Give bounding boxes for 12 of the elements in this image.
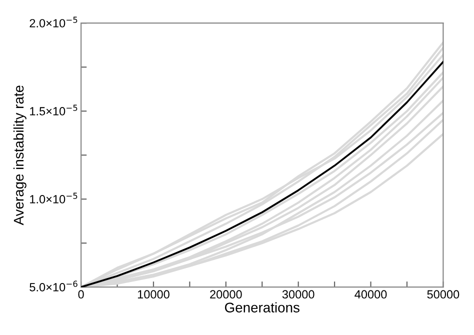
x-tick-label: 30000: [282, 290, 314, 299]
y-tick-label: 5.0×10$^{−6}$: [30, 280, 78, 292]
x-tick-label: 40000: [354, 290, 387, 299]
x-tick-label: 0: [78, 290, 84, 299]
x-tick-label: 20000: [210, 290, 242, 299]
y-tick-label: 1.0×10$^{−5}$: [30, 192, 78, 204]
x-tick-label: 50000: [427, 290, 460, 299]
y-tick-label: 2.0×10$^{−5}$: [30, 16, 78, 28]
y-tick-label: 1.5×10$^{−5}$: [30, 104, 78, 116]
x-tick-label: 10000: [138, 290, 170, 299]
y-axis-title: Average instability rate: [13, 86, 26, 226]
x-axis-title: Generations: [224, 302, 300, 312]
